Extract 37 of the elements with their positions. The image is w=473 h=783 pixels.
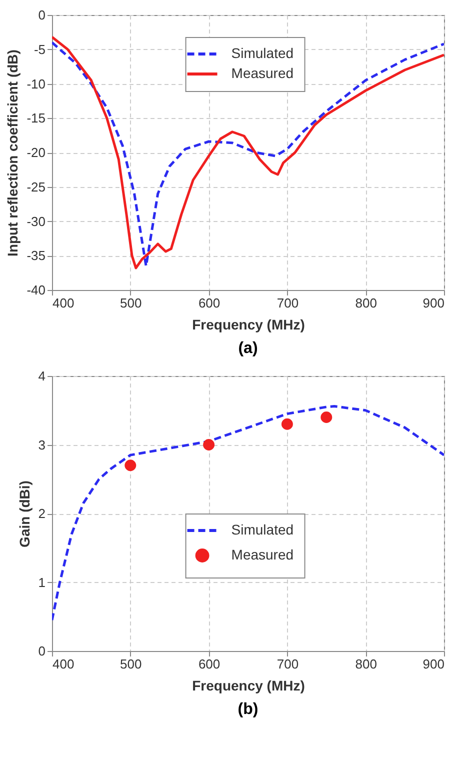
x-tick-label: 400 (52, 296, 74, 310)
x-tick-label: 800 (355, 656, 377, 672)
x-tick-label: 900 (422, 656, 444, 672)
line-series (52, 405, 444, 622)
x-tick-label: 500 (120, 656, 142, 672)
legend-label: Measured (231, 546, 294, 562)
x-tick-label: 700 (276, 656, 299, 672)
y-tick-label: -30 (26, 214, 46, 229)
x-tick-label: 400 (52, 656, 74, 672)
legend-label: Simulated (231, 522, 294, 538)
y-tick-label: 0 (38, 644, 46, 658)
y-tick-label: 1 (38, 574, 46, 590)
text: (a) (238, 340, 258, 357)
y-tick-label: -10 (26, 76, 46, 92)
y-tick-label: 0 (38, 8, 46, 22)
x-tick-label: 500 (120, 296, 142, 310)
x-axis-title: Frequency (MHz) (192, 678, 305, 694)
legend-label: Measured (231, 65, 294, 81)
legend-label: Simulated (231, 45, 294, 61)
y-tick-label: -20 (26, 145, 46, 160)
y-tick-label: 4 (38, 368, 46, 384)
y-axis-title: Input reflection coefficient (dB) (4, 50, 21, 256)
y-tick-label: -5 (34, 42, 46, 57)
x-tick-label: 600 (198, 296, 220, 310)
y-tick-label: 3 (38, 437, 46, 452)
text: (b) (238, 701, 258, 718)
x-tick-label: 600 (198, 656, 220, 672)
y-tick-label: -25 (26, 179, 46, 194)
y-axis-title: Gain (dBi) (16, 480, 32, 548)
y-tick-label: -35 (26, 248, 46, 264)
x-tick-label: 700 (276, 296, 299, 310)
y-tick-label: -40 (26, 282, 46, 298)
x-tick-label: 800 (355, 296, 377, 310)
x-axis-title: Frequency (MHz) (192, 316, 305, 332)
y-tick-label: 2 (38, 506, 46, 521)
x-tick-label: 900 (422, 296, 444, 310)
y-tick-label: -15 (26, 110, 46, 126)
